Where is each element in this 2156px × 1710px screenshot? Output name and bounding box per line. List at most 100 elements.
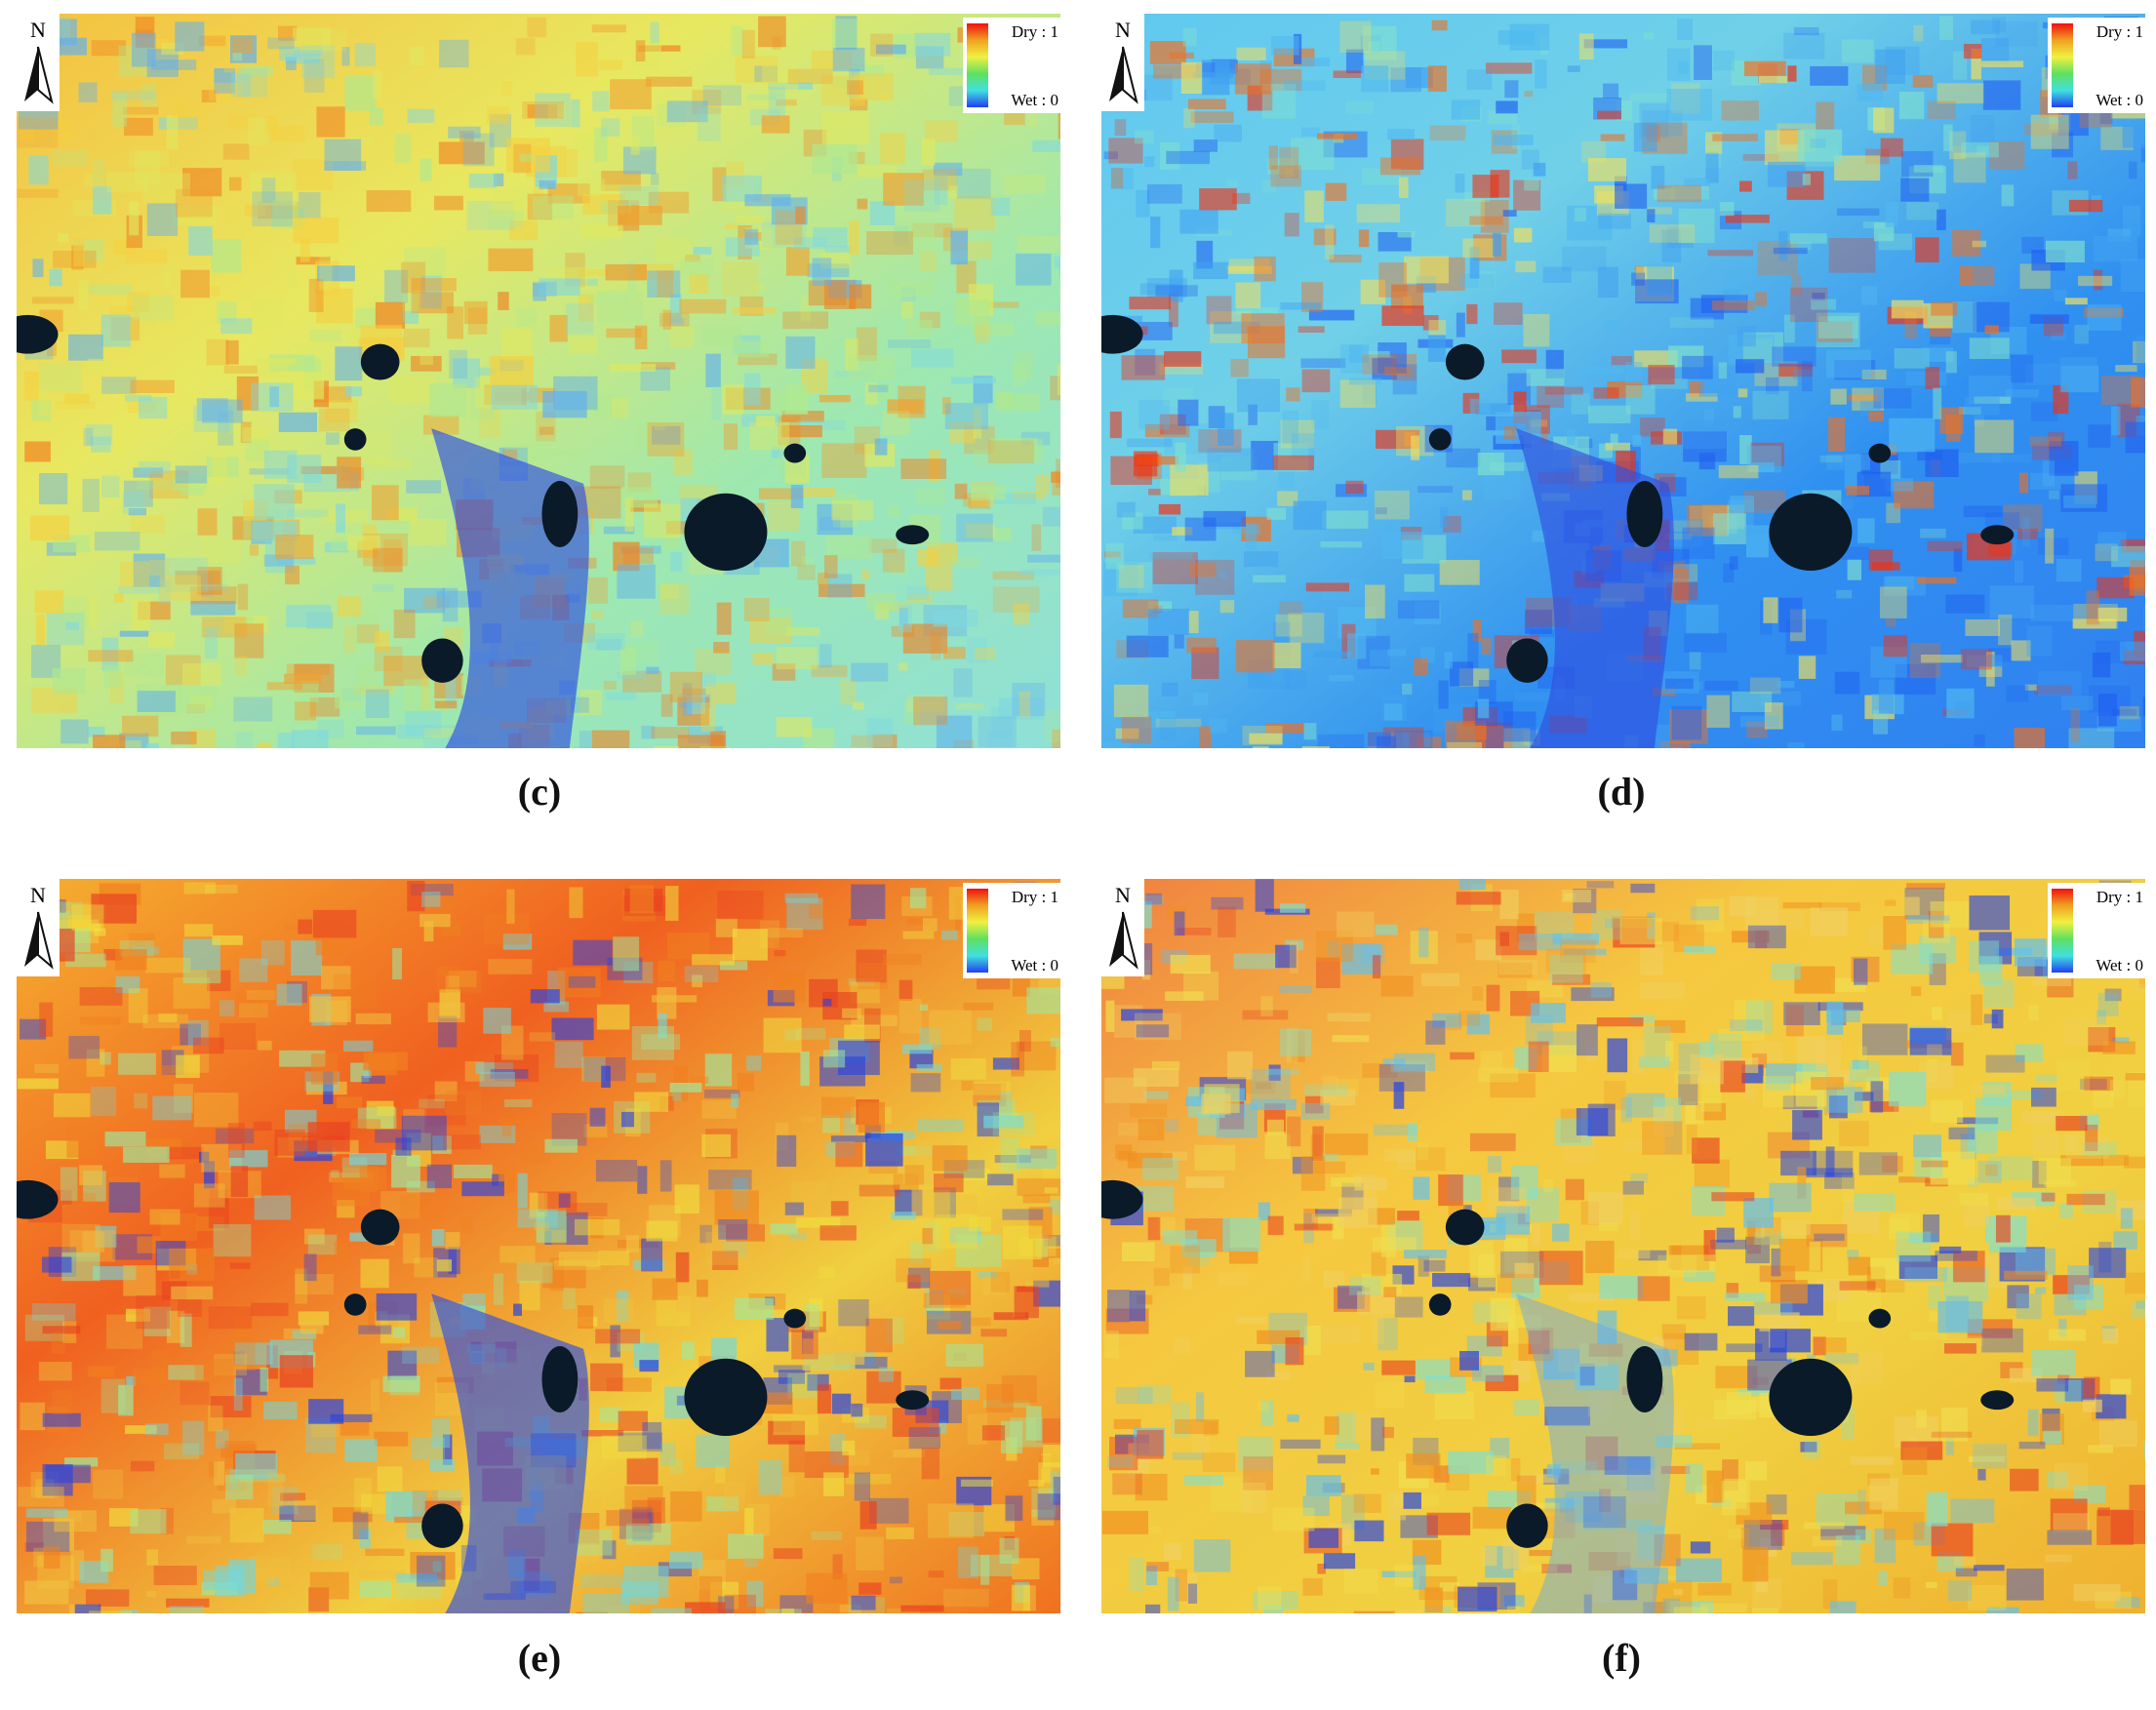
land-patch bbox=[562, 1287, 576, 1309]
land-patch bbox=[1952, 1251, 1985, 1283]
land-patch bbox=[744, 373, 761, 406]
land-patch bbox=[1700, 1603, 1747, 1613]
land-patch bbox=[1202, 1452, 1236, 1473]
land-patch bbox=[1417, 1255, 1429, 1277]
land-patch bbox=[898, 605, 912, 633]
land-patch bbox=[1655, 1019, 1686, 1033]
land-patch bbox=[622, 146, 657, 175]
land-patch bbox=[214, 68, 236, 94]
land-patch bbox=[990, 197, 1011, 217]
land-patch bbox=[1868, 411, 1884, 421]
land-patch bbox=[499, 1246, 536, 1263]
land-patch bbox=[812, 143, 858, 175]
land-patch bbox=[577, 179, 606, 196]
land-patch bbox=[1773, 247, 1808, 255]
land-patch bbox=[641, 362, 676, 370]
legend-bottom: Wet : 0 bbox=[2096, 91, 2143, 109]
land-patch bbox=[501, 81, 512, 96]
land-patch bbox=[438, 1015, 458, 1048]
land-patch bbox=[1896, 1231, 1932, 1262]
land-patch bbox=[749, 421, 790, 451]
land-patch bbox=[1913, 24, 1924, 42]
land-patch bbox=[232, 36, 254, 54]
land-patch bbox=[1752, 1042, 1783, 1062]
land-patch bbox=[58, 898, 66, 913]
land-patch bbox=[2021, 1111, 2064, 1124]
land-patch bbox=[1883, 1280, 1905, 1292]
land-patch bbox=[1783, 32, 1825, 60]
land-patch bbox=[134, 1093, 148, 1109]
land-patch bbox=[502, 934, 533, 950]
land-patch bbox=[1940, 1408, 1968, 1442]
land-patch bbox=[1031, 1509, 1055, 1526]
land-patch bbox=[1490, 1438, 1510, 1458]
land-patch bbox=[822, 998, 832, 1007]
land-patch bbox=[1869, 1101, 1899, 1112]
land-patch bbox=[1995, 20, 2038, 47]
land-patch bbox=[1246, 1080, 1276, 1094]
land-patch bbox=[186, 1535, 221, 1544]
land-patch bbox=[42, 1464, 73, 1496]
land-patch bbox=[1201, 1094, 1231, 1115]
land-patch bbox=[122, 715, 159, 737]
land-patch bbox=[2014, 938, 2047, 967]
land-patch bbox=[1854, 958, 1868, 985]
land-patch bbox=[893, 1450, 926, 1458]
land-patch bbox=[834, 371, 873, 378]
land-patch bbox=[1404, 1375, 1416, 1383]
land-patch bbox=[2096, 1010, 2107, 1025]
land-patch bbox=[1787, 65, 1797, 82]
land-patch bbox=[124, 117, 153, 137]
land-patch bbox=[573, 939, 613, 966]
land-patch bbox=[60, 719, 89, 744]
land-patch bbox=[945, 1343, 984, 1368]
land-patch bbox=[214, 1461, 224, 1486]
land-patch bbox=[468, 174, 498, 188]
land-patch bbox=[2032, 1134, 2060, 1155]
land-patch bbox=[1380, 1223, 1396, 1257]
land-patch bbox=[1810, 139, 1826, 149]
land-patch bbox=[501, 327, 533, 361]
land-patch bbox=[1810, 65, 1849, 86]
land-patch bbox=[180, 269, 210, 298]
land-patch bbox=[337, 1096, 363, 1109]
land-patch bbox=[1313, 1161, 1346, 1174]
land-patch bbox=[2010, 1468, 2039, 1491]
land-patch bbox=[1829, 1601, 1857, 1613]
land-patch bbox=[819, 644, 832, 668]
land-patch bbox=[801, 555, 814, 566]
land-patch bbox=[1315, 957, 1340, 989]
land-patch bbox=[1981, 1328, 2023, 1353]
land-patch bbox=[1574, 207, 1586, 221]
land-patch bbox=[987, 732, 1013, 748]
land-patch bbox=[650, 21, 659, 44]
land-patch bbox=[770, 389, 809, 415]
land-patch bbox=[1305, 582, 1350, 592]
land-patch bbox=[1611, 916, 1653, 928]
land-patch bbox=[844, 1024, 880, 1040]
water-body bbox=[421, 638, 463, 683]
land-patch bbox=[956, 513, 993, 542]
land-patch bbox=[1304, 1326, 1321, 1355]
land-patch bbox=[1104, 1077, 1147, 1103]
land-patch bbox=[1287, 1414, 1299, 1422]
land-patch bbox=[217, 301, 237, 325]
land-patch bbox=[134, 150, 161, 185]
land-patch bbox=[1481, 638, 1492, 655]
land-patch bbox=[1705, 132, 1723, 154]
land-patch bbox=[1610, 433, 1618, 445]
land-patch bbox=[921, 1448, 940, 1480]
land-patch bbox=[1284, 213, 1299, 237]
land-patch bbox=[95, 1225, 117, 1248]
land-patch bbox=[56, 401, 96, 410]
land-patch bbox=[242, 426, 269, 442]
land-patch bbox=[1416, 736, 1442, 748]
land-patch bbox=[1662, 428, 1678, 445]
land-patch bbox=[587, 633, 625, 651]
land-patch bbox=[411, 355, 442, 372]
land-patch bbox=[228, 177, 242, 191]
land-patch bbox=[1478, 1067, 1519, 1083]
land-patch bbox=[1963, 43, 1982, 60]
land-patch bbox=[1174, 911, 1185, 936]
